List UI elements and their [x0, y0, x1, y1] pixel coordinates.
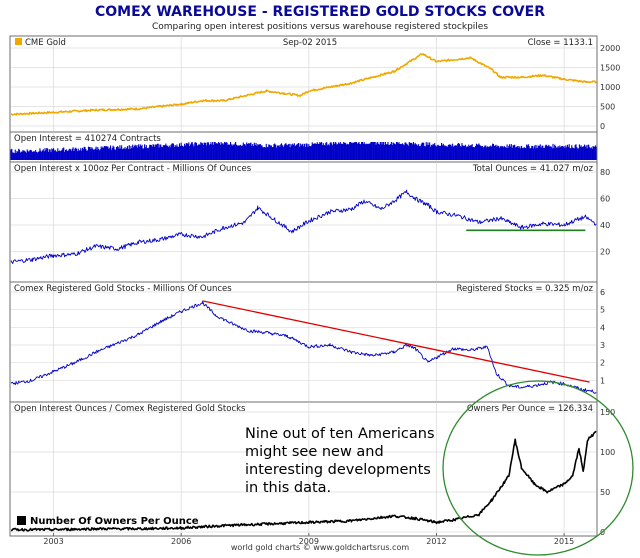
chart-subtitle: Comparing open interest positions versus… — [152, 22, 488, 32]
series-line-ratio — [11, 430, 597, 532]
annotation-line: Nine out of ten Americans — [245, 426, 435, 442]
x-axis: 2003 2006 2009 2012 2015 — [43, 533, 574, 546]
annotation-line: interesting developments — [245, 462, 431, 478]
y-tick-label: 1000 — [600, 83, 620, 92]
annotation-line: might see new and — [245, 444, 384, 460]
x-tick-label: 2009 — [299, 537, 319, 546]
header-bar — [0, 0, 640, 32]
highlight-circle — [442, 380, 634, 556]
y-tick-label: 40 — [600, 221, 610, 230]
legend-swatch — [17, 516, 26, 525]
panel-label-right: Owners Per Ounce = 126.334 — [467, 404, 593, 414]
series-line-gold — [10, 53, 597, 116]
series-line-stocks — [10, 301, 597, 394]
x-tick-label: 2003 — [43, 537, 63, 546]
panel-label-left: CME Gold — [25, 38, 66, 48]
y-tick-label: 4 — [600, 323, 605, 332]
x-tick-label: 2015 — [554, 537, 574, 546]
y-tick-label: 2000 — [600, 44, 620, 53]
panel-oi: Open Interest = 410274 Contracts — [10, 131, 597, 162]
panel-ounces: 20 40 60 80 Open Interest x 100oz Per Contra… — [10, 161, 610, 282]
footer-credit: world gold charts © www.goldchartsrus.co… — [231, 543, 409, 552]
y-tick-label: 0 — [600, 122, 605, 131]
y-tick-label: 150 — [600, 408, 615, 417]
panel-stocks: 1 2 3 4 5 6 Comex Registered Gold Stocks - Mil… — [10, 281, 605, 402]
gold-legend-swatch — [15, 38, 22, 45]
y-tick-label: 2 — [600, 359, 605, 368]
panel-label-left: Open Interest Ounces / Comex Registered … — [14, 404, 246, 414]
panel-label-left: Open Interest = 410274 Contracts — [14, 134, 161, 144]
trend-line — [202, 300, 590, 383]
y-tick-label: 1 — [600, 376, 605, 385]
legend-label: Number Of Owners Per Ounce — [30, 516, 199, 527]
plot-frame — [9, 35, 598, 537]
y-tick-label: 80 — [600, 168, 610, 177]
y-tick-label: 100 — [600, 448, 615, 457]
chart-title: COMEX WAREHOUSE - REGISTERED GOLD STOCKS… — [95, 4, 545, 20]
y-tick-label: 500 — [600, 103, 615, 112]
y-tick-label: 60 — [600, 195, 610, 204]
annotation-line: in this data. — [245, 480, 331, 496]
panel-label-left: Comex Registered Gold Stocks - Millions … — [14, 284, 232, 294]
x-tick-label: 2006 — [171, 537, 191, 546]
panel-label-right: Registered Stocks = 0.325 m/oz — [457, 284, 594, 294]
panels: 0 500 1000 1500 2000 CME Gold Sep-02 2015 Close… — [10, 36, 620, 537]
x-tick-label: 2012 — [426, 537, 446, 546]
annotation: Nine out of ten Americans might see new a… — [245, 426, 435, 496]
panel-label-left: Open Interest x 100oz Per Contract - Mil… — [14, 164, 252, 174]
y-tick-label: 3 — [600, 341, 605, 350]
y-tick-label: 20 — [600, 248, 610, 257]
panel-label-right: Close = 1133.1 — [528, 38, 593, 48]
y-tick-label: 5 — [600, 306, 605, 315]
panel-label-date: Sep-02 2015 — [283, 38, 337, 48]
y-tick-label: 50 — [600, 488, 610, 497]
series-line-ounces — [10, 189, 597, 264]
panel-label-right: Total Ounces = 41.027 m/oz — [472, 164, 594, 174]
y-tick-label: 1500 — [600, 64, 620, 73]
y-tick-label: 6 — [600, 288, 605, 297]
panel-gold: 0 500 1000 1500 2000 CME Gold Sep-02 2015 Close… — [10, 36, 620, 132]
